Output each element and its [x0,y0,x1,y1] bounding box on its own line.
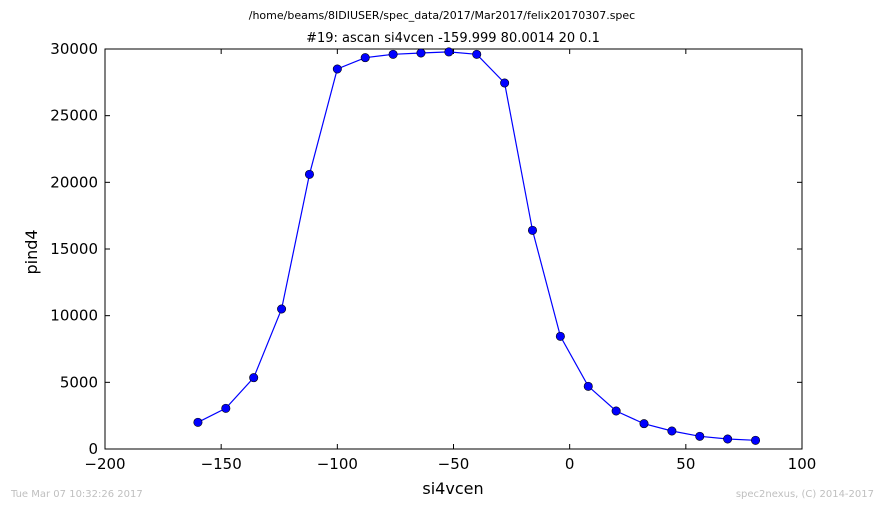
data-point [527,225,537,235]
y-tick-label: 0 [88,440,98,458]
chart-title: #19: ascan si4vcen -159.999 80.0014 20 0… [306,31,600,46]
x-axis-label: si4vcen [422,479,483,498]
x-tick-label: −150 [201,455,242,473]
data-point [249,373,259,383]
data-point [751,435,761,445]
data-point [221,403,231,413]
data-point [639,419,649,429]
y-axis-label: pind4 [22,229,41,274]
y-tick-label: 30000 [50,40,98,58]
y-tick-label: 5000 [60,373,98,391]
credit-footer: spec2nexus, (C) 2014-2017 [735,489,874,500]
data-point [193,417,203,427]
data-point [611,406,621,416]
plot-frame [104,48,803,450]
data-point [388,49,398,59]
plot-area: −200 −150 −100 −50 0 50 100 0 5000 10000 15000 2000… [50,40,816,473]
data-point [667,426,677,436]
x-tick-label: −100 [317,455,358,473]
data-point [500,78,510,88]
data-point [583,381,593,391]
y-tick-label: 15000 [50,240,98,258]
file-path-label: /home/beams/8IDIUSER/spec_data/2017/Mar2… [249,9,635,22]
y-tick-label: 25000 [50,107,98,125]
data-point [472,49,482,59]
data-point [304,169,314,179]
data-point [360,53,370,63]
data-point [555,331,565,341]
data-point [444,47,454,57]
x-tick-label: 50 [676,455,695,473]
y-tick-label: 10000 [50,307,98,325]
x-tick-label: 0 [565,455,575,473]
x-tick-label: −200 [84,455,125,473]
timestamp-footer: Tue Mar 07 10:32:26 2017 [11,489,143,500]
data-point [723,434,733,444]
x-tick-label: −50 [438,455,470,473]
series-line [197,51,756,441]
data-point [695,431,705,441]
y-tick-label: 20000 [50,173,98,191]
data-point [277,304,287,314]
data-point [416,48,426,58]
data-point [332,64,342,74]
x-tick-label: 100 [788,455,817,473]
